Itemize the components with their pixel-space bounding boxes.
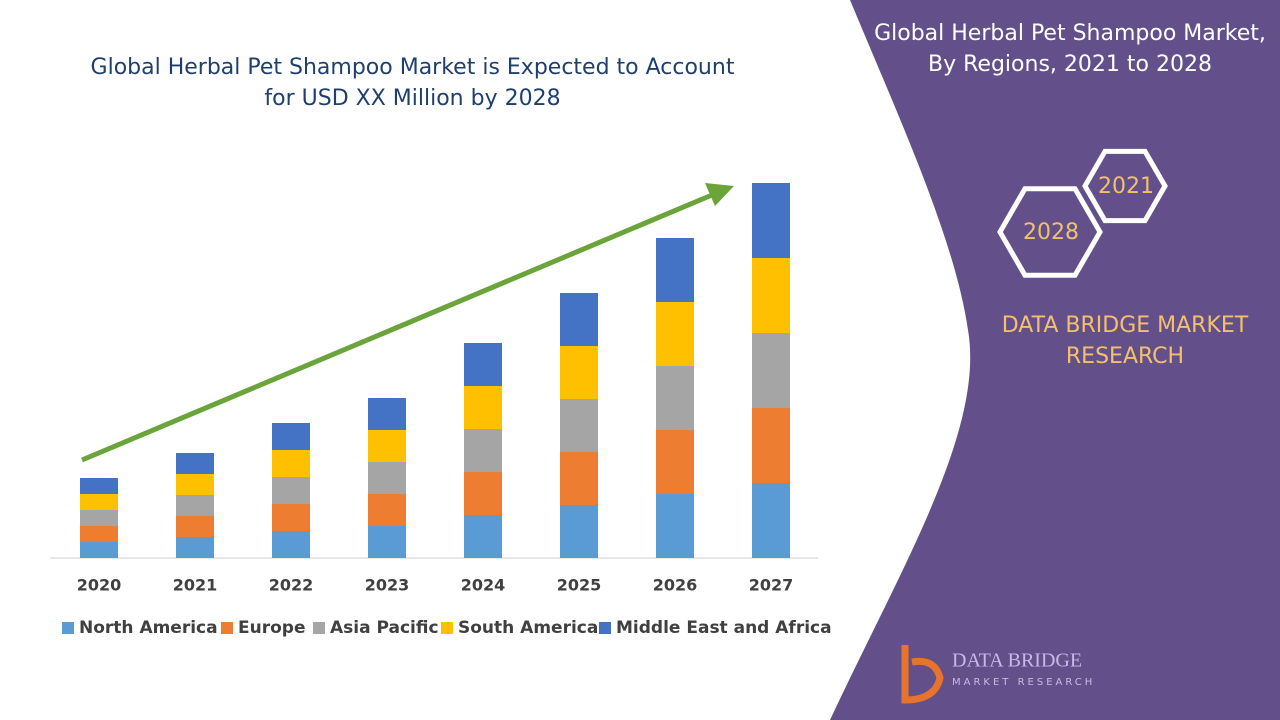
legend-swatch bbox=[313, 622, 325, 634]
legend-label: North America bbox=[79, 618, 218, 638]
bar-segment bbox=[464, 515, 502, 558]
x-tick-label: 2020 bbox=[77, 576, 122, 595]
bar-segment bbox=[80, 510, 118, 526]
bar-segment bbox=[176, 537, 214, 558]
bar-segment bbox=[560, 452, 598, 505]
bar-segment bbox=[272, 504, 310, 531]
plot: 2020 2021 2022 2023 2024 2025 2026 2027 North Am… bbox=[62, 183, 832, 638]
bar-segment bbox=[656, 366, 694, 430]
hexagon bbox=[997, 186, 1103, 278]
hexagon bbox=[1082, 148, 1168, 224]
x-tick-label: 2023 bbox=[365, 576, 410, 595]
bar-segment bbox=[368, 398, 406, 430]
bar-segment bbox=[368, 494, 406, 526]
bar-segment bbox=[80, 478, 118, 494]
trend-arrow bbox=[81, 192, 713, 463]
bar-segment bbox=[560, 293, 598, 346]
bar-segment bbox=[464, 429, 502, 472]
bar-segment bbox=[272, 531, 310, 558]
legend-swatch bbox=[62, 622, 74, 634]
bar-segment bbox=[368, 526, 406, 558]
bar-segment bbox=[560, 505, 598, 558]
legend-label: Middle East and Africa bbox=[616, 618, 832, 638]
x-tick-label: 2026 bbox=[653, 576, 698, 595]
bar-segment bbox=[656, 430, 694, 494]
legend-swatch bbox=[599, 622, 611, 634]
legend-swatch bbox=[221, 622, 233, 634]
logo-name: DATA BRIDGE bbox=[952, 650, 1082, 672]
bar-segment bbox=[464, 472, 502, 515]
bar-segment bbox=[80, 494, 118, 510]
bar-segment bbox=[560, 399, 598, 452]
x-tick-label: 2021 bbox=[173, 576, 218, 595]
bar-segment bbox=[656, 494, 694, 558]
x-tick-label: 2027 bbox=[749, 576, 794, 595]
bar-segment bbox=[80, 526, 118, 542]
x-tick-label: 2024 bbox=[461, 576, 506, 595]
x-tick-label: 2025 bbox=[557, 576, 602, 595]
bar-segment bbox=[464, 343, 502, 386]
bar-segment bbox=[752, 408, 790, 483]
bar-segment bbox=[368, 462, 406, 494]
bar-segment bbox=[464, 386, 502, 429]
legend-label: South America bbox=[458, 618, 598, 638]
logo-mark bbox=[901, 645, 944, 704]
bar-segment bbox=[176, 495, 214, 516]
arrow-head bbox=[705, 183, 734, 206]
bar-segment bbox=[176, 453, 214, 474]
bar-segment bbox=[80, 542, 118, 558]
sidebar-title: Global Herbal Pet Shampoo Market, By Reg… bbox=[874, 21, 1266, 77]
hex-year: 2021 bbox=[1098, 174, 1154, 199]
bar-segment bbox=[176, 516, 214, 537]
bar-segment bbox=[656, 302, 694, 366]
hex-year: 2028 bbox=[1023, 220, 1079, 245]
bar-segment bbox=[752, 258, 790, 333]
brand: DATA BRIDGE MARKET RESEARCH bbox=[1001, 313, 1249, 369]
bar-segment bbox=[272, 423, 310, 450]
bar-segment bbox=[752, 183, 790, 258]
bar-segment bbox=[272, 477, 310, 504]
bar-segment bbox=[752, 333, 790, 408]
bar-segment bbox=[752, 483, 790, 558]
legend-swatch bbox=[441, 622, 453, 634]
bar-segment bbox=[176, 474, 214, 495]
logo-sub: MARKET RESEARCH bbox=[952, 677, 1095, 688]
bar-segment bbox=[368, 430, 406, 462]
bar-segment bbox=[272, 450, 310, 477]
sidebar-bg bbox=[830, 0, 1280, 720]
legend-label: Asia Pacific bbox=[330, 618, 439, 638]
bar-segment bbox=[560, 346, 598, 399]
bar-segment bbox=[656, 238, 694, 302]
chart-title: Global Herbal Pet Shampoo Market is Expe… bbox=[90, 55, 735, 111]
legend-label: Europe bbox=[238, 618, 305, 638]
x-tick-label: 2022 bbox=[269, 576, 314, 595]
